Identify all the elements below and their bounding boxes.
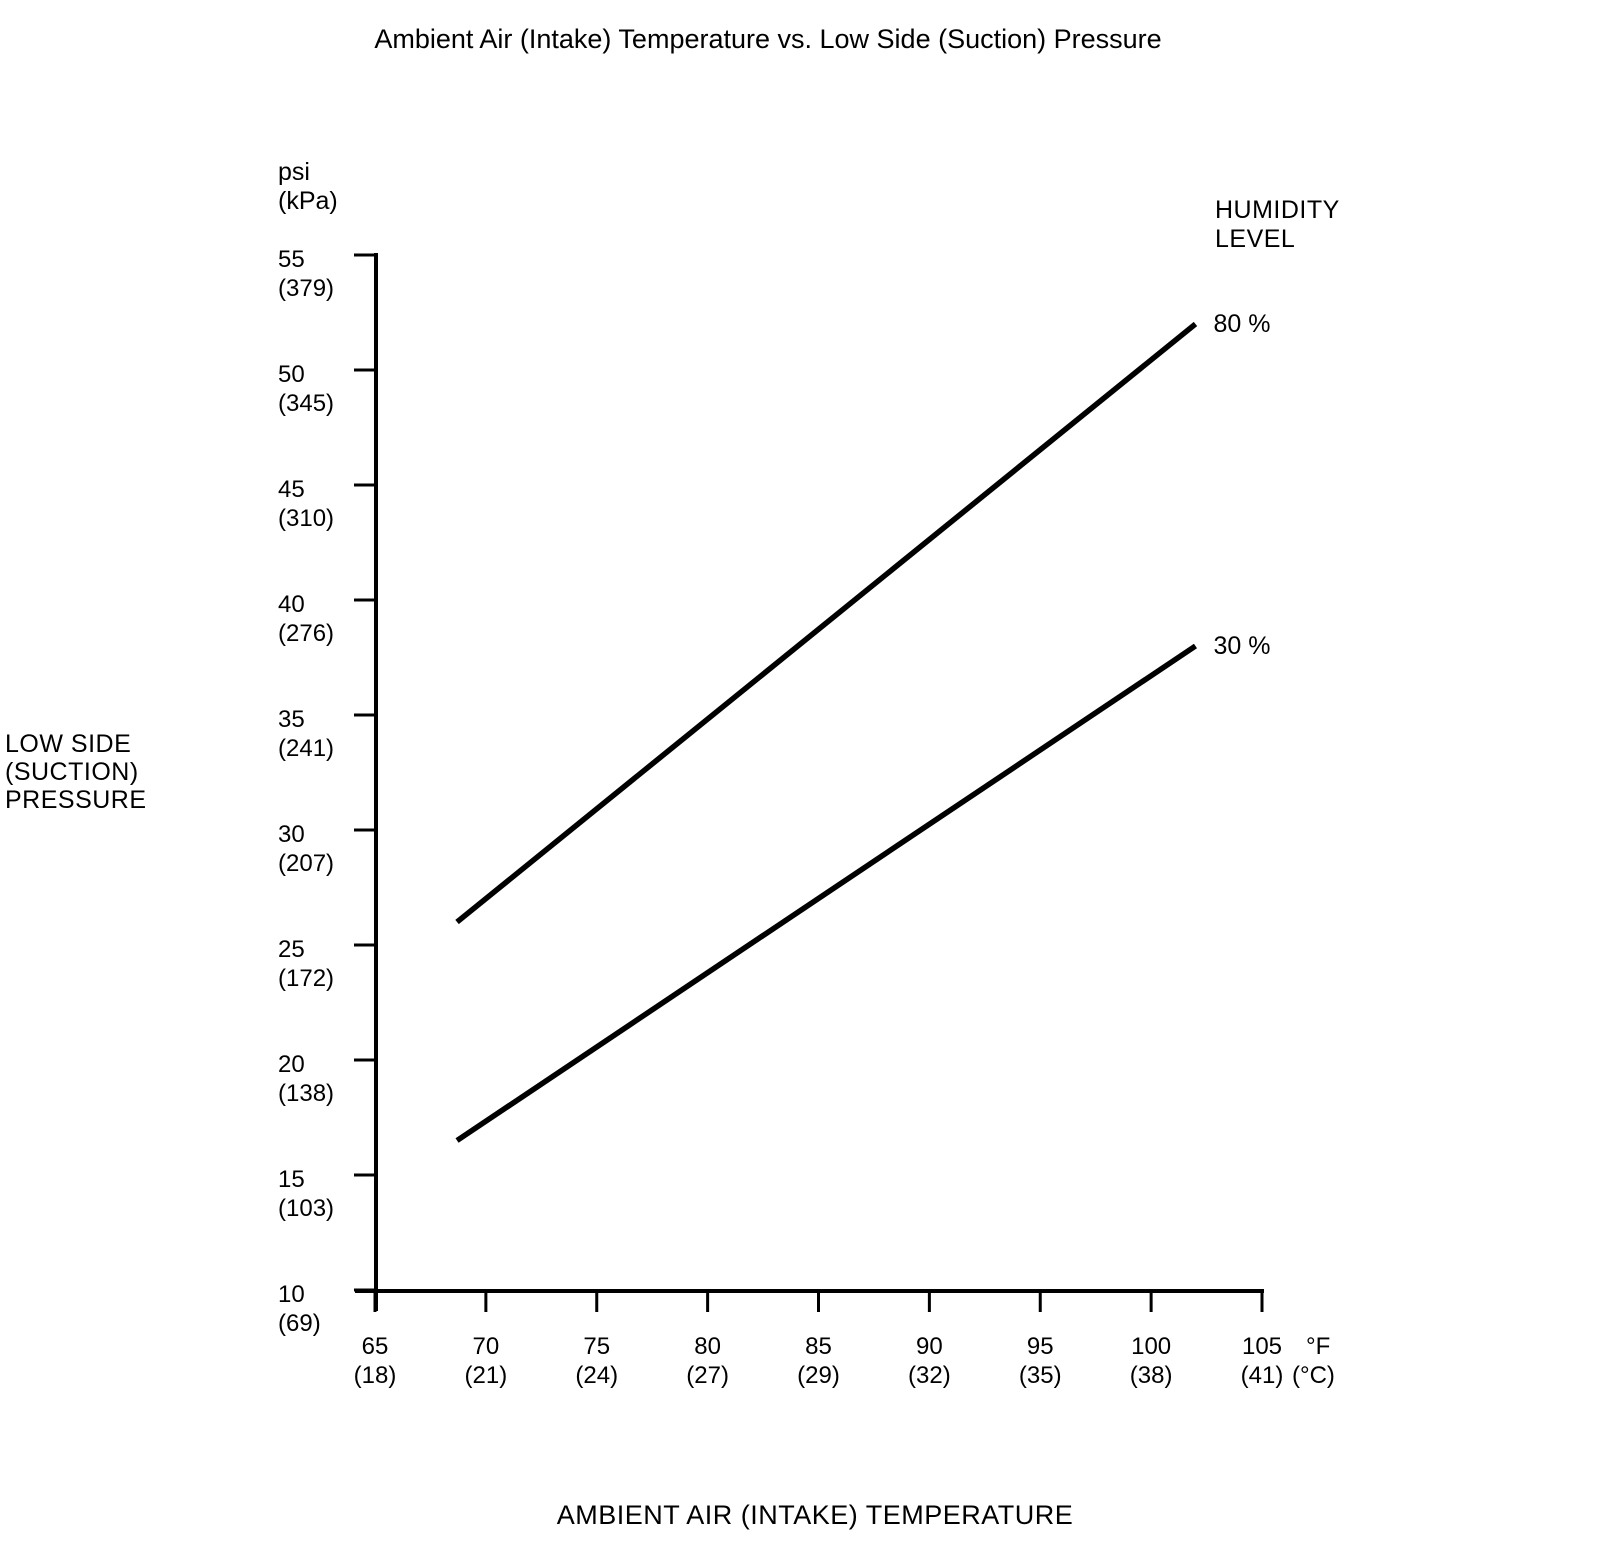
y-axis-unit-label: psi (kPa) <box>278 158 338 216</box>
y-axis-title-line: LOW SIDE <box>5 730 132 758</box>
y-tick-label: 50 (345) <box>278 361 335 417</box>
series-label-30: 30 % <box>1213 632 1271 660</box>
series-line-80 <box>455 321 1198 925</box>
x-tick-label: 80 (27) <box>686 1333 729 1389</box>
x-axis-title: AMBIENT AIR (INTAKE) TEMPERATURE <box>556 1500 1074 1530</box>
y-tick-label: 15 (103) <box>278 1166 335 1222</box>
legend-title: HUMIDITY LEVEL <box>1215 196 1340 254</box>
x-axis-unit-f: °F <box>1306 1333 1331 1360</box>
x-tick-label: 100 (38) <box>1129 1333 1173 1389</box>
x-tick-label: 95 (35) <box>1018 1333 1062 1389</box>
x-tick-label: 90 (32) <box>908 1333 951 1389</box>
x-tick-label: 105 (41) <box>1240 1333 1284 1389</box>
y-axis-title-line: (SUCTION) <box>5 758 139 786</box>
y-axis-title: LOW SIDE (SUCTION) PRESSURE <box>5 730 147 814</box>
legend-title-line: HUMIDITY <box>1215 196 1340 224</box>
x-tick-label: 85 (29) <box>797 1333 840 1389</box>
series-line-30 <box>455 643 1198 1143</box>
series-label-80: 80 % <box>1213 310 1271 338</box>
x-tick-label: 75 (24) <box>575 1333 619 1389</box>
y-tick-label: 45 (310) <box>278 476 335 532</box>
y-tick-label: 30 (207) <box>278 821 335 877</box>
y-tick-label: 55 (379) <box>278 246 335 302</box>
x-tick-label: 65 (18) <box>353 1333 397 1389</box>
y-tick-label: 40 (276) <box>278 591 335 647</box>
y-tick-label: 20 (138) <box>278 1051 335 1107</box>
x-axis-unit-label: °F (°C) <box>1292 1332 1335 1390</box>
y-axis-unit-kpa: (kPa) <box>278 187 338 215</box>
x-tick-label: 70 (21) <box>464 1333 508 1389</box>
y-axis-unit-psi: psi <box>278 158 310 186</box>
y-tick-label: 10 (69) <box>278 1281 321 1337</box>
x-axis-unit-c: (°C) <box>1292 1362 1335 1389</box>
legend-title-line: LEVEL <box>1215 225 1296 253</box>
chart-title: Ambient Air (Intake) Temperature vs. Low… <box>374 24 1162 54</box>
y-tick-label: 25 (172) <box>278 936 335 992</box>
y-axis-title-line: PRESSURE <box>5 786 147 814</box>
y-tick-label: 35 (241) <box>278 706 335 762</box>
